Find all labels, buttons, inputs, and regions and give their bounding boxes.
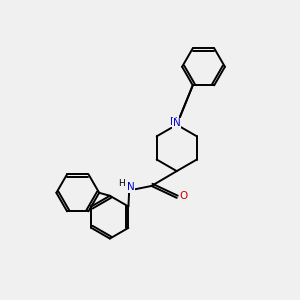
Text: N: N — [127, 182, 135, 193]
Text: H: H — [118, 179, 125, 188]
Text: O: O — [179, 191, 188, 201]
Text: N: N — [170, 117, 178, 127]
Text: N: N — [173, 118, 181, 128]
